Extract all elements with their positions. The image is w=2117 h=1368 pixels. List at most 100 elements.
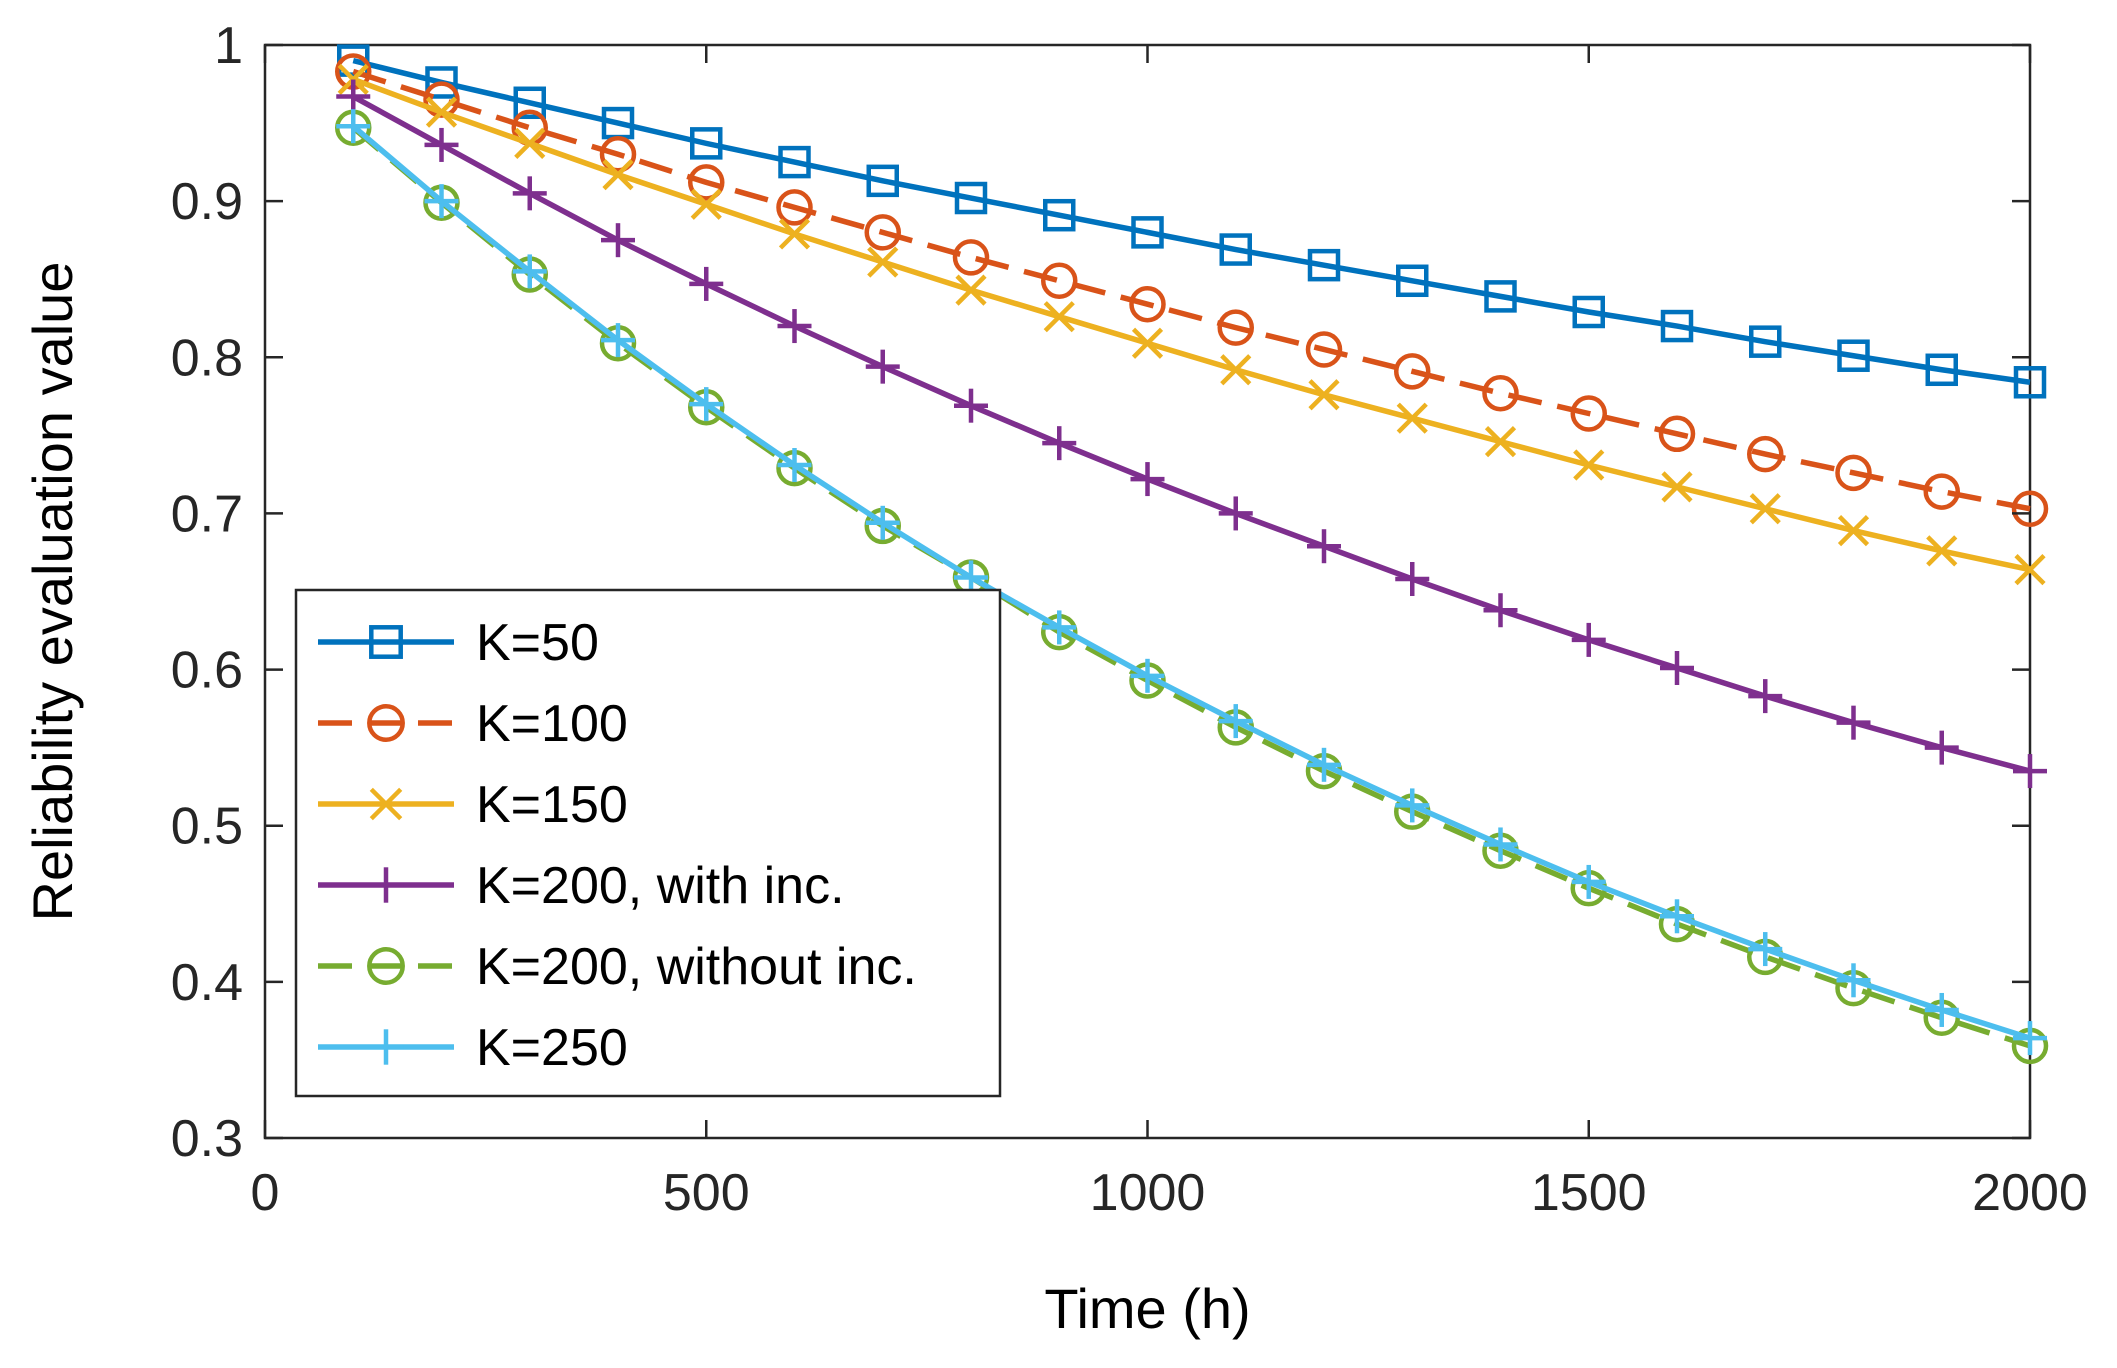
data-point-x — [1396, 402, 1428, 434]
data-point-x — [1308, 379, 1340, 411]
data-point-x — [1220, 354, 1252, 386]
data-point-square — [1484, 280, 1517, 313]
data-point-plus — [2013, 754, 2047, 789]
x-tick-label: 500 — [663, 1164, 750, 1222]
data-point-plus — [1130, 658, 1165, 693]
data-point-x — [1484, 426, 1517, 458]
series-line — [351, 94, 2031, 774]
data-point-x — [1749, 493, 1781, 525]
data-point-x — [1926, 535, 1958, 567]
data-point-x — [1131, 327, 1164, 359]
data-point-circle — [688, 164, 725, 201]
data-point-circle — [1305, 331, 1343, 368]
data-point-square — [2013, 366, 2047, 399]
data-point-circle — [1482, 374, 1519, 412]
axis-ticks: 0 500 1000 1500 2000 0.3 0.4 0.5 0.6 0.7 0.8 0.9 1 — [171, 17, 2088, 1222]
data-point-plus — [1660, 899, 1694, 934]
data-point-plus — [1307, 747, 1341, 782]
data-point-plus — [689, 266, 724, 301]
series-0 — [337, 44, 2047, 399]
y-tick-label: 0.3 — [171, 1110, 243, 1168]
y-tick-label: 0.5 — [171, 798, 243, 856]
data-point-circle — [1041, 262, 1078, 300]
series-3 — [336, 79, 2047, 789]
data-point-x — [2014, 554, 2046, 586]
data-point-x — [955, 274, 987, 306]
data-point-circle — [1747, 435, 1784, 473]
data-point-square — [1749, 325, 1782, 358]
data-point-plus — [1395, 562, 1430, 597]
legend: K=50 K=100 K=150 K=200, with inc. K=200, wit… — [294, 588, 1002, 1098]
legend-label: K=100 — [476, 695, 628, 753]
data-point-plus — [865, 349, 900, 384]
data-point-x — [1043, 301, 1075, 333]
data-point-circle — [599, 136, 637, 173]
data-point-circle — [952, 239, 990, 276]
data-point-circle — [1658, 415, 1696, 453]
x-tick-label: 1500 — [1531, 1164, 1647, 1222]
data-point-plus — [1924, 992, 1959, 1027]
data-point-square — [1043, 198, 1076, 232]
data-point-plus — [1042, 426, 1077, 461]
data-point-plus — [2013, 1021, 2047, 1056]
series-layer — [335, 44, 2049, 1065]
data-point-square — [778, 145, 811, 179]
legend-label: K=250 — [476, 1019, 628, 1077]
data-point-plus — [1748, 932, 1783, 967]
series-line — [352, 68, 2031, 512]
data-point-plus — [424, 184, 459, 219]
series-2 — [337, 63, 2046, 586]
data-point-x — [778, 218, 811, 250]
data-point-plus — [1571, 864, 1606, 899]
data-point-x — [690, 188, 722, 220]
data-point-plus — [1836, 705, 1871, 740]
y-axis-title: Reliability evaluation value — [21, 262, 84, 922]
legend-box — [294, 588, 1002, 1098]
data-point-plus — [368, 867, 404, 903]
data-point-circle — [1217, 309, 1254, 346]
x-tick-label: 1000 — [1090, 1164, 1206, 1222]
data-point-plus — [601, 323, 635, 358]
data-point-plus — [512, 254, 547, 289]
data-point-plus — [865, 505, 900, 540]
data-point-square — [1307, 248, 1341, 282]
data-point-square — [369, 625, 403, 659]
data-point-plus — [954, 388, 988, 423]
legend-label: K=200, without inc. — [476, 938, 917, 996]
data-point-plus — [1924, 730, 1959, 765]
y-tick-label: 0.7 — [171, 485, 243, 543]
y-tick-label: 0.6 — [171, 642, 243, 700]
legend-label: K=200, with inc. — [476, 857, 845, 915]
data-point-x — [369, 787, 403, 821]
data-point-square — [513, 86, 546, 120]
data-point-circle — [423, 81, 460, 118]
data-point-square — [1837, 339, 1870, 372]
data-point-square — [1396, 264, 1429, 298]
data-point-plus — [1836, 963, 1871, 998]
data-point-square — [425, 66, 458, 99]
data-point-x — [867, 246, 899, 278]
y-tick-label: 0.9 — [171, 173, 243, 231]
data-point-plus — [1748, 679, 1783, 714]
y-tick-label: 0.4 — [171, 954, 243, 1012]
data-point-plus — [777, 309, 812, 344]
legend-item: K=50 — [318, 614, 599, 672]
data-point-plus — [1571, 622, 1606, 657]
x-tick-label: 2000 — [1972, 1164, 2088, 1222]
data-point-plus — [512, 176, 547, 211]
data-point-circle — [776, 189, 813, 226]
data-point-x — [1573, 449, 1605, 481]
data-point-circle — [1570, 395, 1607, 432]
data-point-plus — [1130, 462, 1165, 497]
data-point-circle — [1394, 353, 1431, 390]
legend-item: K=100 — [318, 695, 628, 753]
data-point-square — [1219, 233, 1252, 266]
data-point-plus — [689, 387, 724, 422]
data-point-plus — [424, 127, 459, 162]
data-point-circle — [1923, 473, 1960, 510]
data-point-circle — [1129, 285, 1166, 323]
data-point-x — [425, 96, 458, 128]
data-point-x — [1837, 515, 1870, 547]
data-point-plus — [777, 448, 812, 483]
